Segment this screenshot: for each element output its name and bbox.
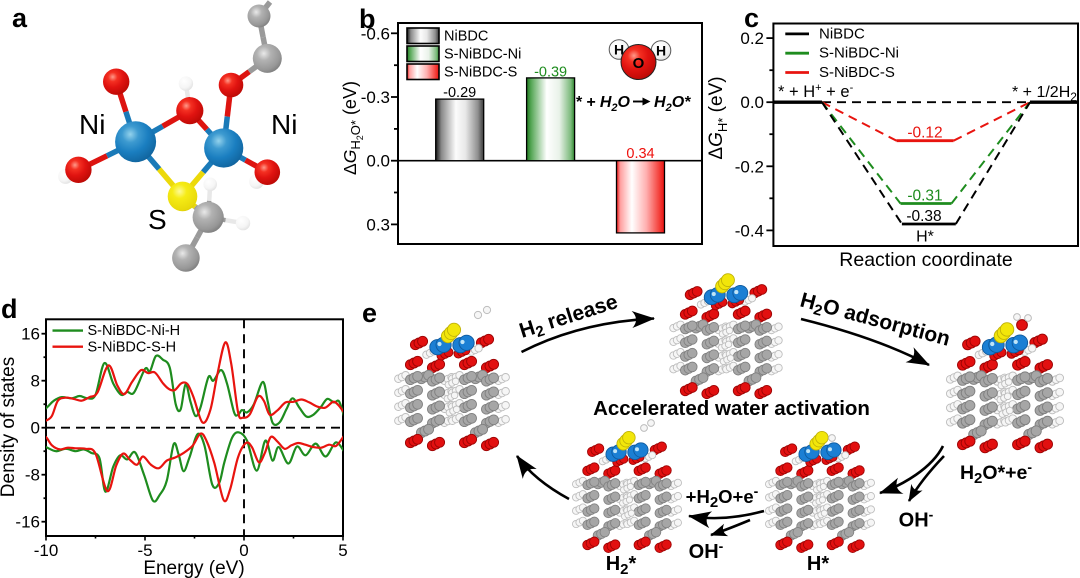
svg-text:NiBDC: NiBDC xyxy=(819,25,865,42)
svg-text:NiBDC: NiBDC xyxy=(444,29,488,45)
svg-text:ΔGH* (eV): ΔGH* (eV) xyxy=(706,76,730,159)
svg-text:a: a xyxy=(12,3,28,33)
svg-text:-0.4: -0.4 xyxy=(735,221,764,240)
svg-text:H*: H* xyxy=(807,553,829,575)
svg-text:Reaction coordinate: Reaction coordinate xyxy=(839,249,1012,271)
svg-text:H: H xyxy=(614,42,624,58)
svg-text:H: H xyxy=(656,43,666,59)
svg-text:Ni: Ni xyxy=(79,109,105,140)
svg-text:Energy (eV): Energy (eV) xyxy=(143,558,244,578)
svg-text:* + 1/2H2: * + 1/2H2 xyxy=(1012,84,1077,104)
svg-text:-0.6: -0.6 xyxy=(361,24,390,43)
svg-text:0.0: 0.0 xyxy=(740,93,764,112)
svg-text:OH-: OH- xyxy=(899,507,934,532)
svg-text:* + H2O: * + H2O xyxy=(575,94,630,114)
svg-text:+H2O+e-: +H2O+e- xyxy=(686,483,759,511)
svg-text:-5: -5 xyxy=(137,541,152,560)
svg-text:H2O*: H2O* xyxy=(654,94,691,114)
svg-text:S-NiBDC-S: S-NiBDC-S xyxy=(444,65,517,81)
svg-text:0: 0 xyxy=(239,541,248,560)
svg-text:5: 5 xyxy=(338,541,347,560)
svg-text:-0.31: -0.31 xyxy=(907,188,942,205)
svg-text:Accelerated water activation: Accelerated water activation xyxy=(593,397,870,420)
svg-text:O: O xyxy=(633,55,645,72)
svg-text:-10: -10 xyxy=(34,541,59,560)
svg-text:-0.3: -0.3 xyxy=(361,88,390,107)
svg-text:-0.12: -0.12 xyxy=(907,125,942,142)
svg-text:-16: -16 xyxy=(15,513,40,532)
svg-text:-0.38: -0.38 xyxy=(906,208,941,225)
svg-text:S-NiBDC-Ni-H: S-NiBDC-Ni-H xyxy=(88,323,181,339)
svg-text:S-NiBDC-Ni: S-NiBDC-Ni xyxy=(444,47,521,63)
svg-text:OH-: OH- xyxy=(689,538,724,563)
svg-text:16: 16 xyxy=(21,325,40,344)
svg-text:0: 0 xyxy=(31,419,40,438)
svg-text:S-NiBDC-Ni: S-NiBDC-Ni xyxy=(819,45,899,62)
svg-text:c: c xyxy=(744,3,759,33)
svg-text:H2*: H2* xyxy=(606,553,637,578)
svg-text:-0.29: -0.29 xyxy=(443,85,476,101)
svg-text:-0.2: -0.2 xyxy=(735,157,764,176)
svg-text:0.0: 0.0 xyxy=(366,152,390,171)
svg-text:0.2: 0.2 xyxy=(740,29,764,48)
svg-text:S-NiBDC-S: S-NiBDC-S xyxy=(819,64,895,81)
svg-text:Ni: Ni xyxy=(271,109,297,140)
svg-text:-0.39: -0.39 xyxy=(534,65,567,81)
svg-text:8: 8 xyxy=(31,372,40,391)
svg-text:H*: H* xyxy=(916,229,934,246)
svg-text:Density of states: Density of states xyxy=(0,357,19,497)
svg-text:d: d xyxy=(1,294,18,324)
svg-text:0.3: 0.3 xyxy=(366,215,390,234)
svg-text:0.34: 0.34 xyxy=(626,146,654,162)
svg-text:b: b xyxy=(359,4,376,34)
svg-text:H2O*+e-: H2O*+e- xyxy=(960,459,1032,487)
svg-text:* + H+ + e-: * + H+ + e- xyxy=(778,82,854,101)
svg-text:S-NiBDC-S-H: S-NiBDC-S-H xyxy=(88,339,177,355)
svg-text:S: S xyxy=(148,204,167,235)
svg-text:e: e xyxy=(362,298,377,328)
svg-text:-8: -8 xyxy=(25,466,40,485)
